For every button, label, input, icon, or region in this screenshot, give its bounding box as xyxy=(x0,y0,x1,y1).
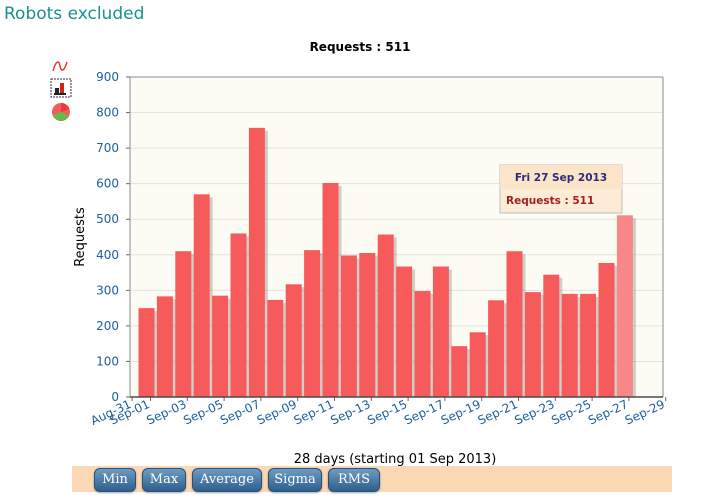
line-chart-icon[interactable] xyxy=(50,58,70,76)
bar-Sep-19[interactable] xyxy=(469,332,486,397)
y-tick-label: 600 xyxy=(96,177,119,191)
bar-Sep-17[interactable] xyxy=(432,266,449,397)
bar-Sep-21[interactable] xyxy=(506,251,523,397)
pie-chart-icon[interactable] xyxy=(50,100,70,121)
x-tick-label: Sep-29 xyxy=(623,397,667,428)
x-tick-label: Sep-09 xyxy=(255,397,299,428)
bar-Sep-26[interactable] xyxy=(598,262,615,397)
x-tick-label: Sep-05 xyxy=(181,397,225,428)
bar-Sep-11[interactable] xyxy=(322,182,339,397)
x-tick-label: Sep-27 xyxy=(586,397,630,428)
x-axis-label: 28 days (starting 01 Sep 2013) xyxy=(294,452,497,466)
bar-Sep-10[interactable] xyxy=(304,250,321,397)
statistics-button-bar: Min Max Average Sigma RMS xyxy=(72,466,672,492)
x-tick-label: Sep-17 xyxy=(402,397,446,428)
y-tick-label: 400 xyxy=(96,248,119,262)
bar-Sep-16[interactable] xyxy=(414,291,431,397)
bar-Sep-09[interactable] xyxy=(285,284,302,397)
tooltip-date: Fri 27 Sep 2013 xyxy=(515,172,607,184)
x-tick-label: Sep-23 xyxy=(512,397,556,428)
bar-Sep-27[interactable] xyxy=(616,215,633,397)
rms-button[interactable]: RMS xyxy=(328,468,380,492)
y-tick-label: 900 xyxy=(96,70,119,84)
x-tick-label: Sep-19 xyxy=(439,397,483,428)
average-button[interactable]: Average xyxy=(192,468,262,492)
bar-Sep-13[interactable] xyxy=(359,253,376,397)
min-button[interactable]: Min xyxy=(94,468,136,492)
x-tick-label: Sep-15 xyxy=(365,397,409,428)
bar-Sep-08[interactable] xyxy=(267,299,284,397)
bar-Sep-22[interactable] xyxy=(524,292,541,397)
x-tick-label: Sep-07 xyxy=(218,397,262,428)
page-title: Robots excluded xyxy=(4,4,145,24)
y-tick-label: 100 xyxy=(96,354,119,368)
x-tick-label: Sep-21 xyxy=(476,397,520,428)
bar-Sep-14[interactable] xyxy=(377,234,394,397)
bar-Sep-20[interactable] xyxy=(488,300,505,397)
x-tick-label: Sep-13 xyxy=(328,397,372,428)
max-button[interactable]: Max xyxy=(142,468,186,492)
x-tick-label: Sep-25 xyxy=(549,397,593,428)
sigma-button[interactable]: Sigma xyxy=(268,468,322,492)
bar-Sep-01[interactable] xyxy=(138,308,155,397)
bar-Sep-02[interactable] xyxy=(156,296,173,397)
tooltip: Fri 27 Sep 2013 Requests : 511 xyxy=(499,164,623,214)
y-tick-label: 800 xyxy=(96,106,119,120)
bar-chart-icon[interactable] xyxy=(50,78,72,98)
x-tick-label: Sep-11 xyxy=(292,397,336,428)
bar-Sep-18[interactable] xyxy=(451,346,468,397)
y-tick-label: 700 xyxy=(96,141,119,155)
bar-Sep-23[interactable] xyxy=(543,274,560,397)
bar-Sep-24[interactable] xyxy=(561,293,578,397)
x-tick-label: Sep-03 xyxy=(144,397,188,428)
bar-Sep-05[interactable] xyxy=(212,295,229,397)
bar-Sep-07[interactable] xyxy=(248,127,265,397)
y-tick-label: 0 xyxy=(111,390,119,404)
chart-title: Requests : 511 xyxy=(310,40,411,54)
bar-Sep-25[interactable] xyxy=(580,293,597,397)
y-tick-label: 500 xyxy=(96,212,119,226)
bar-chart: Requests : 511 0 100 200 300 400 500 600 700 800… xyxy=(73,40,667,466)
bar-Sep-12[interactable] xyxy=(340,255,357,397)
bar-Sep-15[interactable] xyxy=(396,266,413,397)
y-tick-label: 200 xyxy=(96,319,119,333)
bar-Sep-03[interactable] xyxy=(175,251,192,397)
bar-Sep-06[interactable] xyxy=(230,233,247,397)
y-axis-label: Requests xyxy=(73,207,88,267)
bar-Sep-04[interactable] xyxy=(193,194,210,397)
tooltip-value: Requests : 511 xyxy=(506,195,594,207)
y-tick-label: 300 xyxy=(96,283,119,297)
